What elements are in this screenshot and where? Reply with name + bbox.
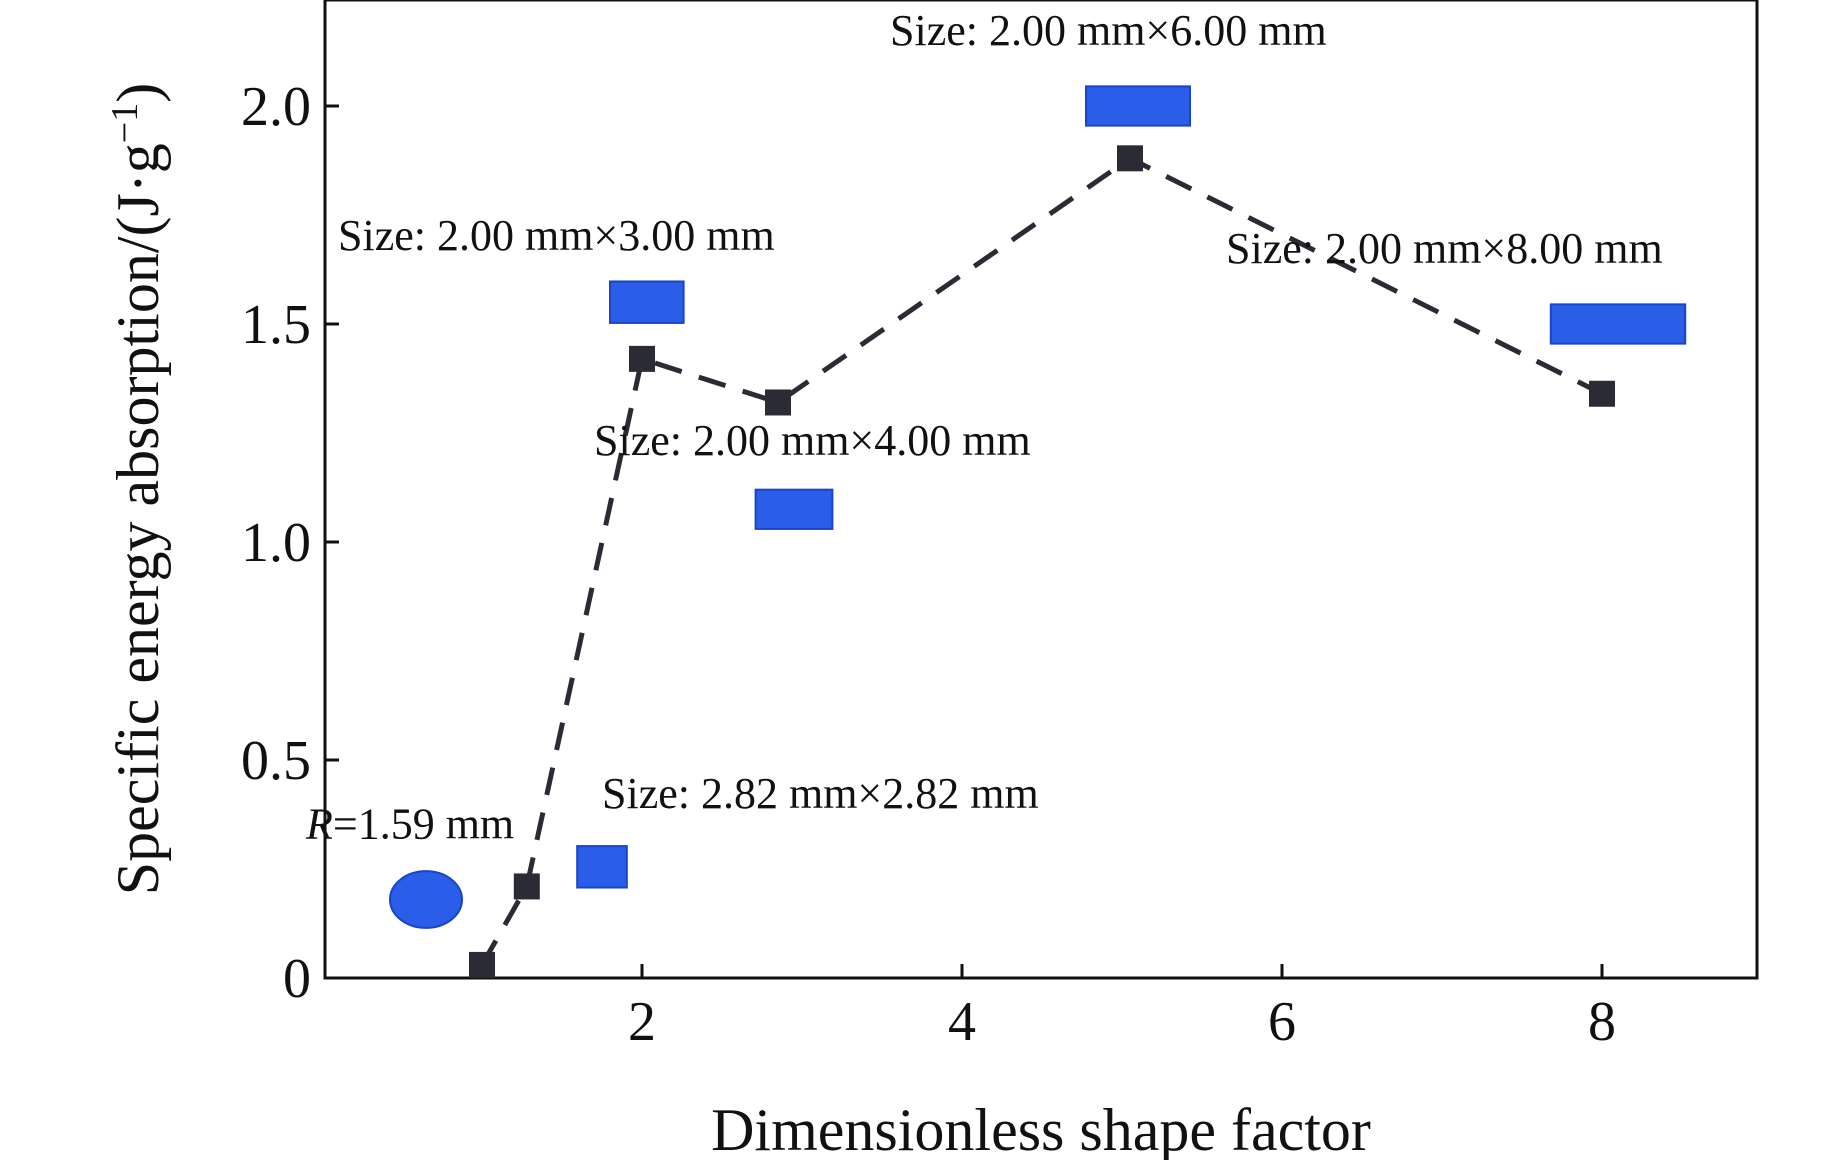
data-point bbox=[1117, 145, 1143, 172]
data-point bbox=[629, 345, 655, 372]
cross-section-rect-icon bbox=[576, 845, 628, 889]
annotation-label: Size: 2.82 mm×2.82 mm bbox=[602, 769, 1039, 818]
cross-section-circle-icon bbox=[389, 870, 463, 929]
data-point bbox=[513, 873, 540, 900]
y-axis-title-superscript: −1 bbox=[104, 103, 146, 143]
y-axis-title-main: Specific energy absorption/(J·g bbox=[105, 143, 171, 895]
data-point bbox=[1589, 380, 1615, 407]
y-tick-label: 0 bbox=[283, 948, 311, 1010]
annotation-label: Size: 2.00 mm×8.00 mm bbox=[1226, 224, 1663, 273]
x-axis-title: Dimensionless shape factor bbox=[711, 1097, 1371, 1160]
x-tick-label: 4 bbox=[948, 991, 976, 1053]
plot-frame bbox=[323, 0, 1759, 980]
x-tick-label: 6 bbox=[1268, 991, 1296, 1053]
x-tick-label: 8 bbox=[1588, 991, 1616, 1053]
cross-section-rect-icon bbox=[754, 488, 834, 530]
x-axis-ticks: 2 4 6 8 bbox=[628, 964, 1616, 1053]
annotation-label: Size: 2.00 mm×6.00 mm bbox=[890, 6, 1327, 55]
series-line bbox=[479, 155, 1604, 967]
annotation-layer: R=1.59 mm Size: 2.82 mm×2.82 mm Size: 2.00… bbox=[305, 6, 1687, 929]
annotation-label: R=1.59 mm bbox=[305, 799, 514, 848]
x-tick-label: 2 bbox=[628, 991, 656, 1053]
y-axis-title: Specific energy absorption/(J·g−1) bbox=[104, 83, 171, 895]
y-axis-title-close: ) bbox=[105, 83, 171, 103]
y-tick-label: 1.5 bbox=[241, 294, 311, 356]
y-tick-label: 1.0 bbox=[241, 512, 311, 574]
cross-section-rect-icon bbox=[1549, 303, 1687, 345]
y-tick-label: 2.0 bbox=[241, 76, 311, 138]
cross-section-rect-icon bbox=[609, 280, 685, 324]
series-layer bbox=[469, 145, 1615, 978]
data-point bbox=[765, 389, 791, 416]
y-axis-ticks: 0 0.5 1.0 1.5 2.0 bbox=[241, 76, 339, 1010]
annotation-label: Size: 2.00 mm×4.00 mm bbox=[594, 416, 1031, 465]
y-tick-label: 0.5 bbox=[241, 730, 311, 792]
annotation-label: Size: 2.00 mm×3.00 mm bbox=[338, 211, 775, 260]
cross-section-rect-icon bbox=[1085, 85, 1191, 127]
data-point bbox=[469, 951, 495, 978]
